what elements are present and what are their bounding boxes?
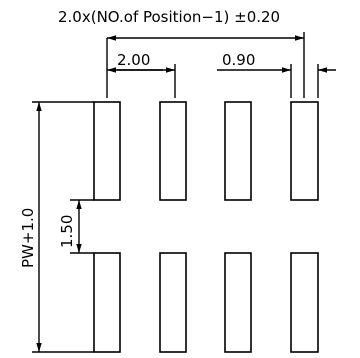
total-pitch-dimension: 2.0x(NO.of Position−1) ±0.20: [58, 8, 305, 98]
pitch-label: 2.00: [117, 51, 150, 69]
pitch-dimension: 2.00: [107, 51, 176, 98]
pad: [224, 101, 252, 201]
pad: [93, 252, 121, 353]
pad: [93, 101, 121, 201]
row-gap-dimension: 1.50: [58, 199, 94, 254]
pad: [159, 252, 187, 353]
overall-height-dimension: PW+1.0: [19, 101, 94, 353]
pad-width-dimension: 0.90: [217, 51, 336, 98]
row-gap-label: 1.50: [58, 215, 76, 248]
pad-row-top: [93, 101, 319, 201]
pad-width-label: 0.90: [222, 51, 255, 69]
pad: [290, 252, 319, 353]
pad-row-bottom: [93, 252, 319, 353]
pad: [290, 101, 319, 201]
pad: [224, 252, 252, 353]
total-pitch-label: 2.0x(NO.of Position−1) ±0.20: [58, 8, 280, 26]
overall-height-label: PW+1.0: [19, 208, 37, 268]
pad: [159, 101, 187, 201]
